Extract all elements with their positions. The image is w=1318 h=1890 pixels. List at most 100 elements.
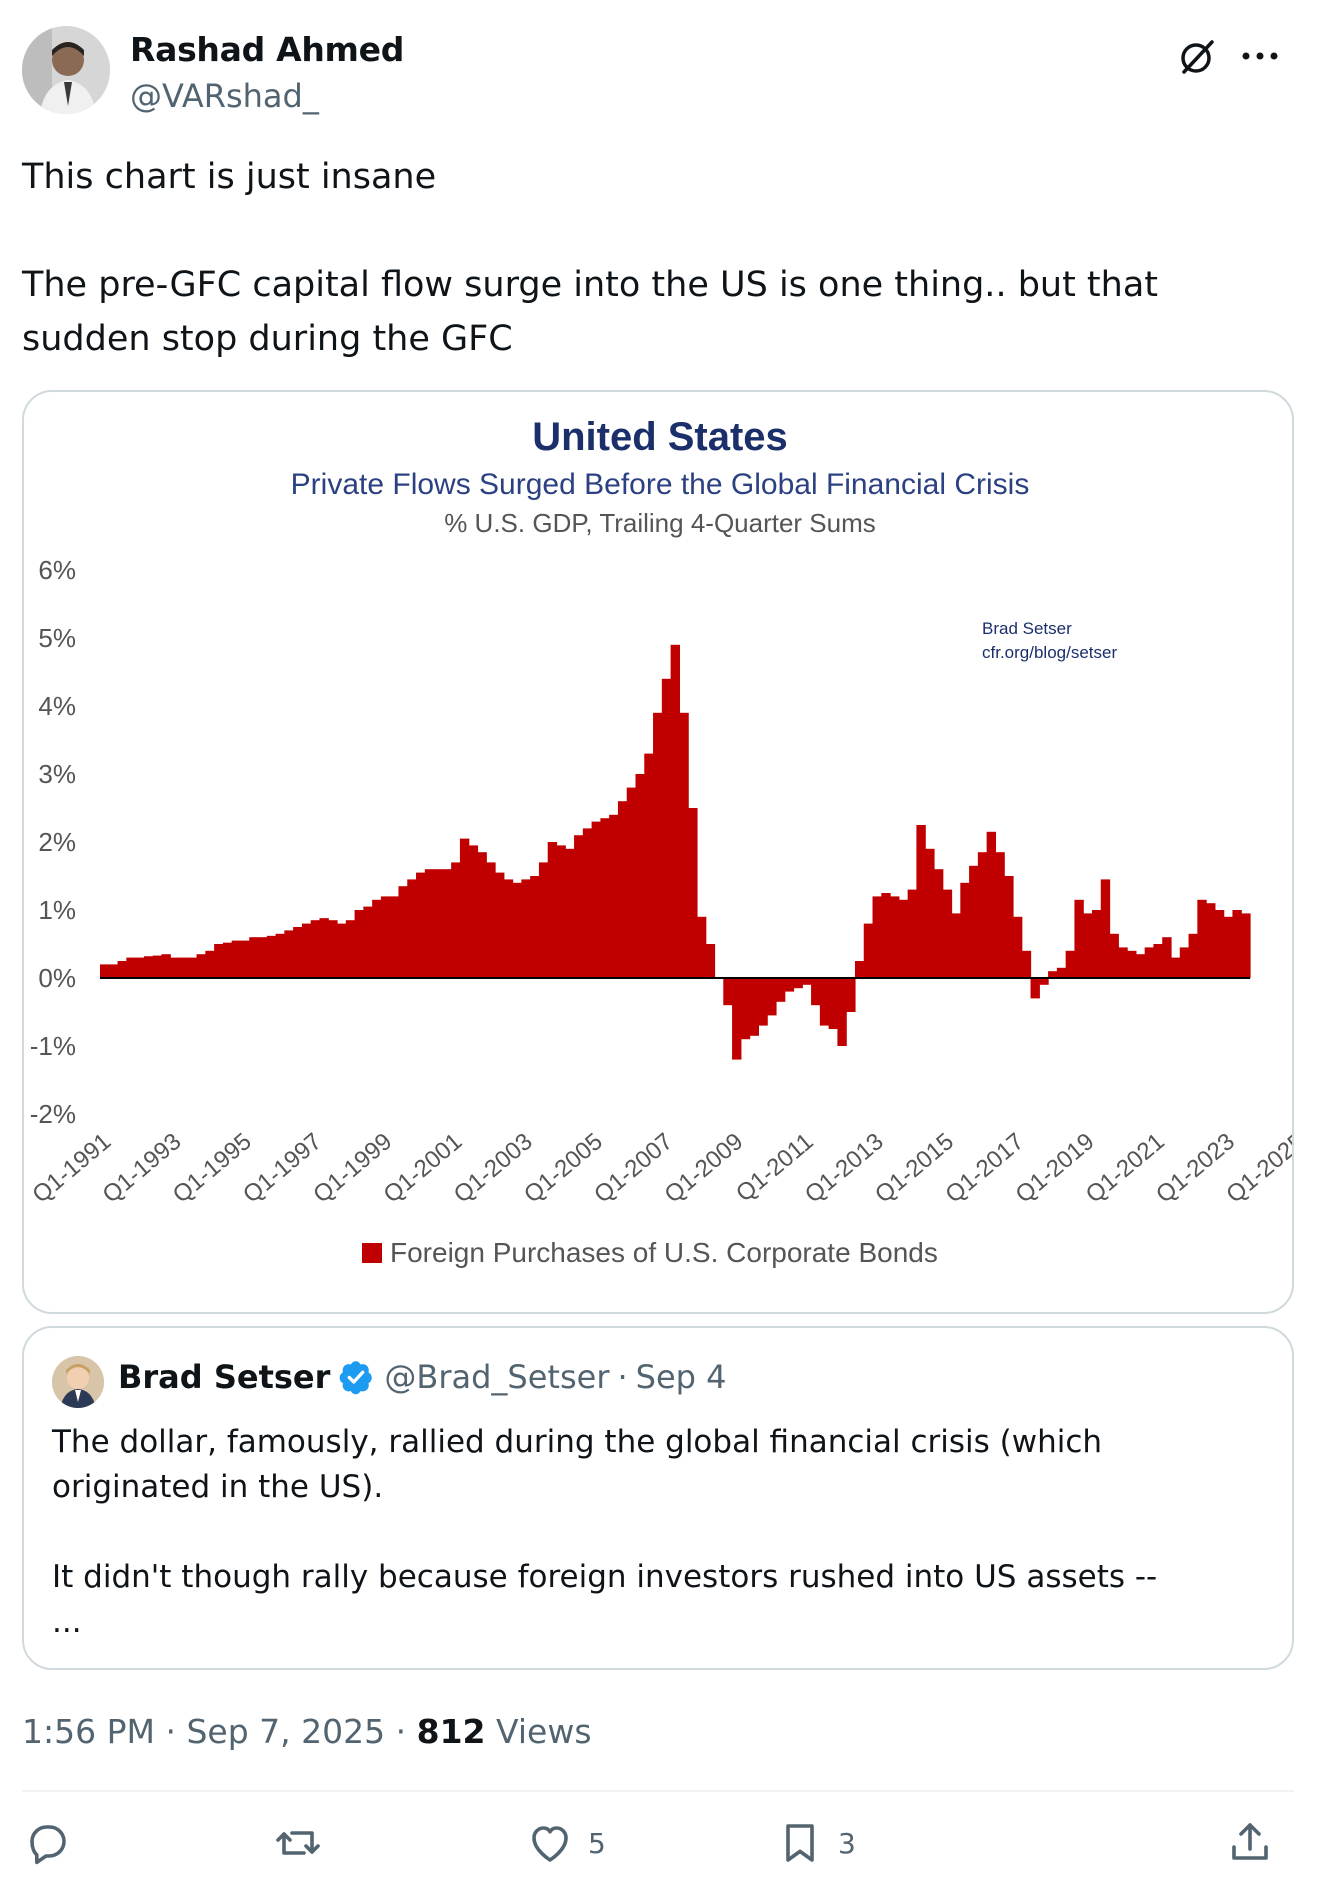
tweet-meta: 1:56 PM · Sep 7, 2025 · 812 Views <box>22 1712 592 1751</box>
y-tick-label: 2% <box>38 827 76 857</box>
bar <box>433 869 443 978</box>
bar <box>459 838 470 978</box>
more-options-icon[interactable] <box>1238 36 1282 76</box>
x-tick-label: Q1-1999 <box>308 1128 397 1209</box>
x-tick-label: Q1-2005 <box>519 1128 608 1209</box>
bar <box>1162 937 1172 978</box>
quote-author-name[interactable]: Brad Setser <box>118 1358 331 1396</box>
bar <box>916 825 926 978</box>
bar <box>354 910 364 978</box>
chart-subtitle: Private Flows Surged Before the Global F… <box>291 468 1030 501</box>
chart-source-url: cfr.org/blog/setser <box>982 643 1117 662</box>
bar <box>898 899 909 978</box>
bar <box>310 920 321 978</box>
y-tick-label: 0% <box>38 963 76 993</box>
bar <box>609 814 619 978</box>
bar <box>468 845 479 978</box>
author-handle[interactable]: @VARshad_ <box>130 77 319 115</box>
chart-image[interactable]: United States Private Flows Surged Befor… <box>22 390 1294 1314</box>
bar <box>117 961 127 978</box>
bar <box>170 957 180 978</box>
quote-author-avatar[interactable] <box>52 1356 104 1408</box>
bar <box>617 801 628 978</box>
action-bar: 5 3 <box>22 1808 1294 1878</box>
reply-icon <box>30 1825 66 1865</box>
bar <box>582 828 593 978</box>
bar <box>214 944 224 978</box>
quote-text: The dollar, famously, rallied during the… <box>52 1424 1158 1640</box>
bar <box>1179 947 1190 978</box>
like-count: 5 <box>588 1826 606 1860</box>
bar <box>100 964 110 978</box>
share-icon <box>1232 1823 1268 1860</box>
bar <box>547 842 558 978</box>
bar <box>205 950 215 978</box>
bar <box>1083 913 1093 978</box>
views-label: Views <box>496 1712 592 1751</box>
bar <box>372 899 382 978</box>
share-button[interactable] <box>1226 1808 1274 1878</box>
reply-button[interactable] <box>24 1808 72 1878</box>
bar <box>1214 910 1225 978</box>
tweet-time[interactable]: 1:56 PM <box>22 1712 155 1751</box>
bar <box>240 940 250 978</box>
x-tick-label: Q1-2019 <box>1011 1128 1100 1209</box>
x-tick-label: Q1-2009 <box>659 1128 748 1209</box>
like-button[interactable]: 5 <box>526 1808 606 1878</box>
bar <box>1153 944 1163 978</box>
bar <box>135 957 145 978</box>
bar <box>925 848 935 978</box>
bar <box>389 896 400 978</box>
bar <box>1144 947 1155 978</box>
bar <box>591 821 601 978</box>
tweet-date[interactable]: Sep 7, 2025 <box>186 1712 386 1751</box>
bar <box>275 933 285 978</box>
bar <box>486 862 496 978</box>
author-name[interactable]: Rashad Ahmed <box>130 30 405 69</box>
bar <box>1127 950 1137 978</box>
bar <box>881 893 891 978</box>
bar <box>1135 954 1146 978</box>
bar <box>688 808 698 978</box>
x-tick-label: Q1-2013 <box>800 1128 889 1209</box>
bar <box>1188 933 1198 978</box>
bar-chart: United States Private Flows Surged Befor… <box>27 415 1292 1268</box>
heart-icon <box>532 1826 568 1862</box>
bar <box>301 923 312 978</box>
bar <box>872 896 882 978</box>
bar <box>293 927 303 978</box>
x-tick-label: Q1-2021 <box>1081 1128 1170 1209</box>
bar <box>530 876 540 978</box>
repost-button[interactable] <box>274 1808 322 1878</box>
y-tick-label: 6% <box>38 555 76 585</box>
quote-date[interactable]: Sep 4 <box>635 1358 727 1396</box>
bar <box>363 906 373 978</box>
bar <box>266 935 277 978</box>
bar <box>793 978 803 989</box>
x-tick-label: Q1-2023 <box>1151 1128 1240 1209</box>
bookmark-count: 3 <box>838 1826 856 1860</box>
grok-icon[interactable] <box>1174 34 1220 80</box>
bar <box>600 818 610 978</box>
chart-subtitle-units: % U.S. GDP, Trailing 4-Quarter Sums <box>444 508 876 538</box>
bar <box>187 957 198 978</box>
quoted-tweet[interactable]: Brad Setser @Brad_Setser · Sep 4 The dol… <box>22 1326 1294 1670</box>
bar <box>740 978 751 1040</box>
bar <box>1170 957 1181 978</box>
legend-label: Foreign Purchases of U.S. Corporate Bond… <box>390 1237 938 1268</box>
author-avatar[interactable] <box>22 26 110 114</box>
bar <box>837 978 847 1046</box>
meta-separator: · <box>165 1712 176 1751</box>
bookmark-button[interactable]: 3 <box>776 1808 856 1878</box>
quote-author-handle[interactable]: @Brad_Setser <box>384 1358 610 1396</box>
y-tick-label: 5% <box>38 623 76 653</box>
bar <box>907 889 918 978</box>
chart-title: United States <box>532 415 788 459</box>
x-tick-label: Q1-1993 <box>98 1128 187 1209</box>
bar <box>653 712 663 978</box>
bar <box>1241 913 1251 978</box>
bar <box>1056 967 1067 978</box>
bar <box>538 862 549 978</box>
bar <box>1232 910 1242 978</box>
bar <box>775 978 786 1002</box>
